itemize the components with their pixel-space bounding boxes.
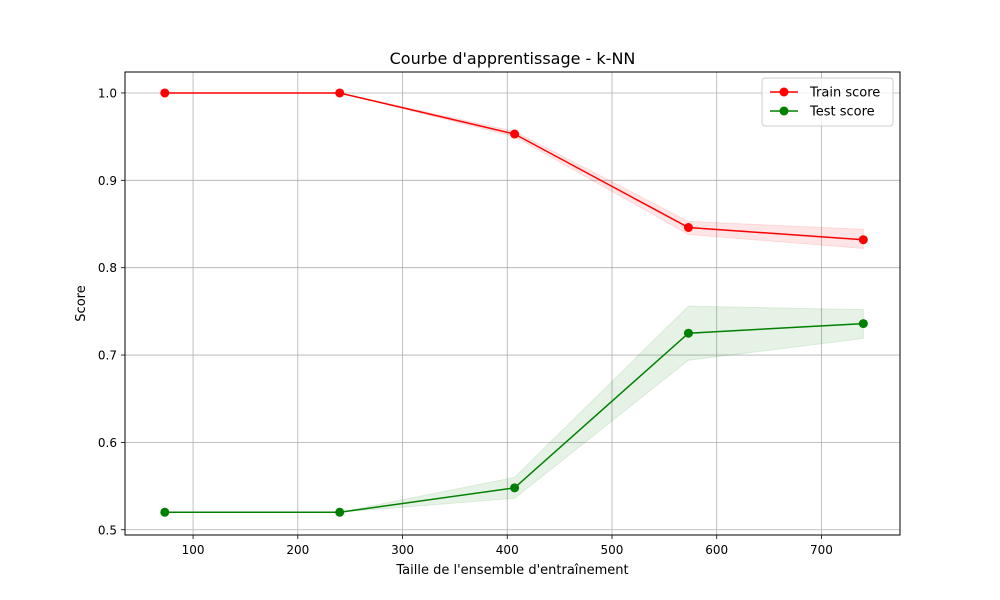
y-tick-label: 0.8 (98, 261, 117, 275)
train-score-point (858, 235, 868, 245)
axes-frame (124, 71, 901, 536)
y-tick-label: 0.7 (98, 349, 117, 363)
x-tick-label: 500 (601, 543, 624, 557)
x-tick-label: 600 (705, 543, 728, 557)
series-markers (160, 88, 868, 517)
train-score-point (335, 88, 345, 98)
test-score-point (858, 319, 868, 329)
legend-box (761, 77, 894, 127)
train-score-point (160, 88, 170, 98)
x-axis-label: Taille de l'ensemble d'entraînement (395, 563, 628, 578)
chart-title: Courbe d'apprentissage - k-NN (390, 49, 636, 68)
legend-train-label: Train score (809, 86, 880, 101)
x-tick-label: 200 (286, 543, 309, 557)
x-tick-label: 300 (391, 543, 414, 557)
axis-ticks: 100 200 300 400 500 600 700 0.5 0.6 0.7 0.8 0.9 1.0 (98, 86, 833, 557)
train-score-point (510, 129, 520, 139)
test-score-point (510, 483, 520, 493)
legend-test-label: Test score (809, 105, 875, 120)
y-tick-label: 0.9 (98, 174, 117, 188)
y-tick-label: 0.5 (98, 523, 117, 537)
legend-test-marker (779, 106, 789, 116)
test-score-point (160, 507, 170, 517)
test-score-point (335, 507, 345, 517)
x-tick-label: 100 (182, 543, 205, 557)
y-axis-label: Score (74, 285, 89, 321)
x-tick-label: 700 (810, 543, 833, 557)
legend: Train score Test score (761, 77, 894, 127)
x-tick-label: 400 (496, 543, 519, 557)
test-score-point (683, 328, 693, 338)
y-tick-label: 0.6 (98, 436, 117, 450)
train-score-point (683, 222, 693, 232)
y-tick-label: 1.0 (98, 86, 117, 100)
grid (125, 72, 900, 535)
legend-train-marker (779, 87, 789, 97)
